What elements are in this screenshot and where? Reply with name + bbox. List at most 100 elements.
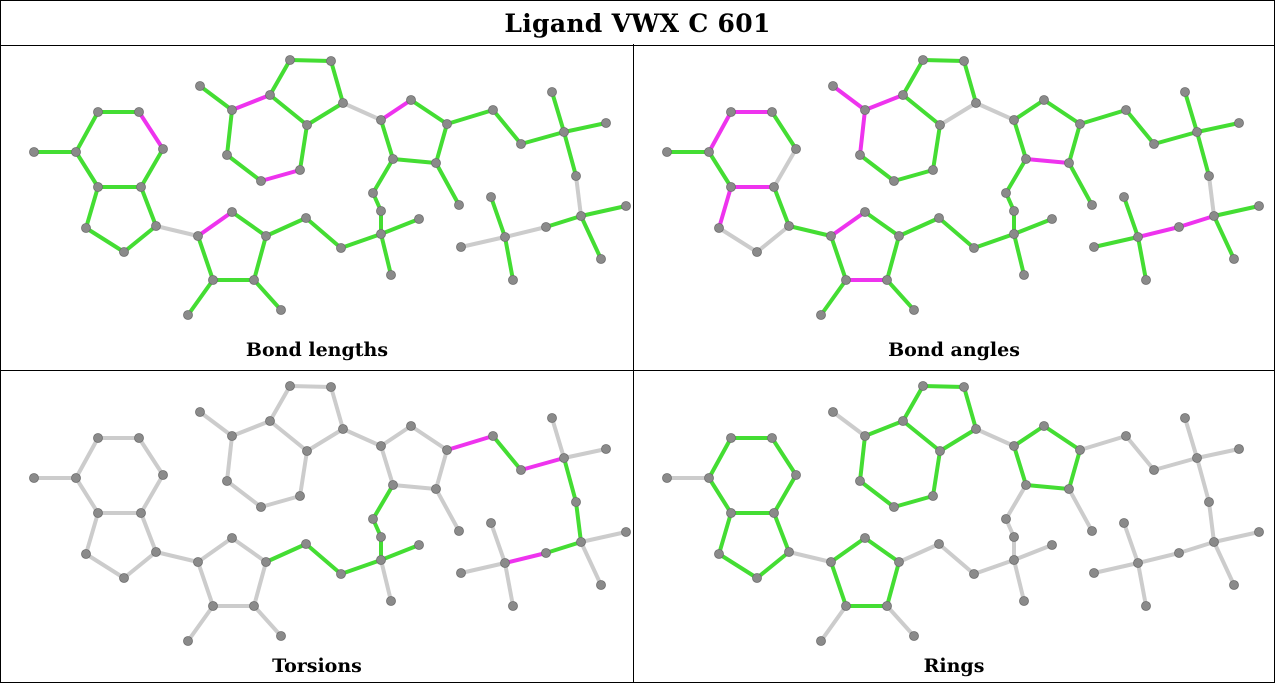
atom xyxy=(249,275,259,285)
bond xyxy=(1067,448,1082,491)
atom xyxy=(841,601,851,611)
atom xyxy=(326,56,336,66)
bond xyxy=(885,560,901,608)
bond xyxy=(772,147,798,189)
bond xyxy=(391,157,438,165)
atom xyxy=(301,213,311,223)
atom xyxy=(769,508,779,518)
atom xyxy=(959,382,969,392)
atom xyxy=(302,446,312,456)
bond xyxy=(230,210,268,238)
bond xyxy=(1122,195,1140,239)
atom xyxy=(1009,229,1019,239)
bond xyxy=(1124,434,1156,472)
atom xyxy=(1019,270,1029,280)
atom xyxy=(1204,497,1214,507)
atom xyxy=(662,473,672,483)
atom xyxy=(882,275,892,285)
atom xyxy=(193,231,203,241)
bond xyxy=(885,278,916,312)
bond xyxy=(230,419,272,438)
bond xyxy=(74,150,100,189)
atom xyxy=(151,221,161,231)
atom xyxy=(726,508,736,518)
bond xyxy=(931,449,942,498)
bond xyxy=(196,536,234,564)
bond xyxy=(434,122,449,165)
bond xyxy=(1124,108,1156,146)
atom xyxy=(726,433,736,443)
bond xyxy=(921,58,966,63)
atom xyxy=(442,119,452,129)
bond xyxy=(1177,540,1216,555)
bond xyxy=(1183,416,1199,460)
bond xyxy=(885,234,901,282)
atom xyxy=(934,539,944,549)
atom xyxy=(193,557,203,567)
atom xyxy=(1087,526,1097,536)
bond xyxy=(863,93,905,112)
bond xyxy=(770,110,798,151)
bond xyxy=(339,558,383,576)
bond xyxy=(972,232,1016,250)
bond xyxy=(139,473,165,515)
bond xyxy=(829,234,848,282)
bond xyxy=(1136,235,1148,282)
atom xyxy=(576,537,586,547)
bond xyxy=(434,161,461,207)
bond xyxy=(329,59,345,105)
bond xyxy=(1012,217,1054,236)
bond xyxy=(196,560,215,608)
bond xyxy=(259,168,302,183)
atom xyxy=(1180,87,1190,97)
bond xyxy=(562,447,608,460)
bond xyxy=(459,561,507,575)
atom xyxy=(285,55,295,65)
atom xyxy=(454,200,464,210)
bond xyxy=(1207,174,1216,218)
atom xyxy=(1021,480,1031,490)
bond xyxy=(717,552,759,580)
bond xyxy=(863,536,901,564)
bond xyxy=(154,224,200,238)
bond xyxy=(707,476,733,515)
atom xyxy=(860,431,870,441)
atom xyxy=(368,188,378,198)
caption-bond-lengths: Bond lengths xyxy=(245,339,389,361)
bond xyxy=(196,210,234,238)
bond xyxy=(707,436,733,480)
atom xyxy=(119,573,129,583)
panel-torsions: Torsions xyxy=(1,371,633,683)
atom xyxy=(918,381,928,391)
bond xyxy=(1207,500,1216,544)
atom xyxy=(265,90,275,100)
bond xyxy=(1024,157,1071,165)
bond xyxy=(139,147,165,189)
atom xyxy=(1149,139,1159,149)
atom xyxy=(1009,441,1019,451)
bond xyxy=(1152,456,1199,472)
atom xyxy=(1141,601,1151,611)
atom xyxy=(971,98,981,108)
bond xyxy=(329,385,345,431)
atom xyxy=(934,213,944,223)
atom xyxy=(928,491,938,501)
bond xyxy=(1078,108,1128,126)
atom xyxy=(508,601,518,611)
atom xyxy=(959,56,969,66)
bond xyxy=(1012,98,1046,122)
bond xyxy=(186,604,215,643)
atom xyxy=(935,446,945,456)
atom xyxy=(971,424,981,434)
atom xyxy=(860,207,870,217)
bond xyxy=(371,157,395,195)
atom xyxy=(301,539,311,549)
bond xyxy=(901,419,942,453)
bond xyxy=(445,434,495,452)
bond xyxy=(1177,214,1216,229)
atom xyxy=(828,81,838,91)
bond xyxy=(574,500,583,544)
bond xyxy=(264,216,308,238)
atom xyxy=(576,211,586,221)
bond xyxy=(298,123,309,172)
